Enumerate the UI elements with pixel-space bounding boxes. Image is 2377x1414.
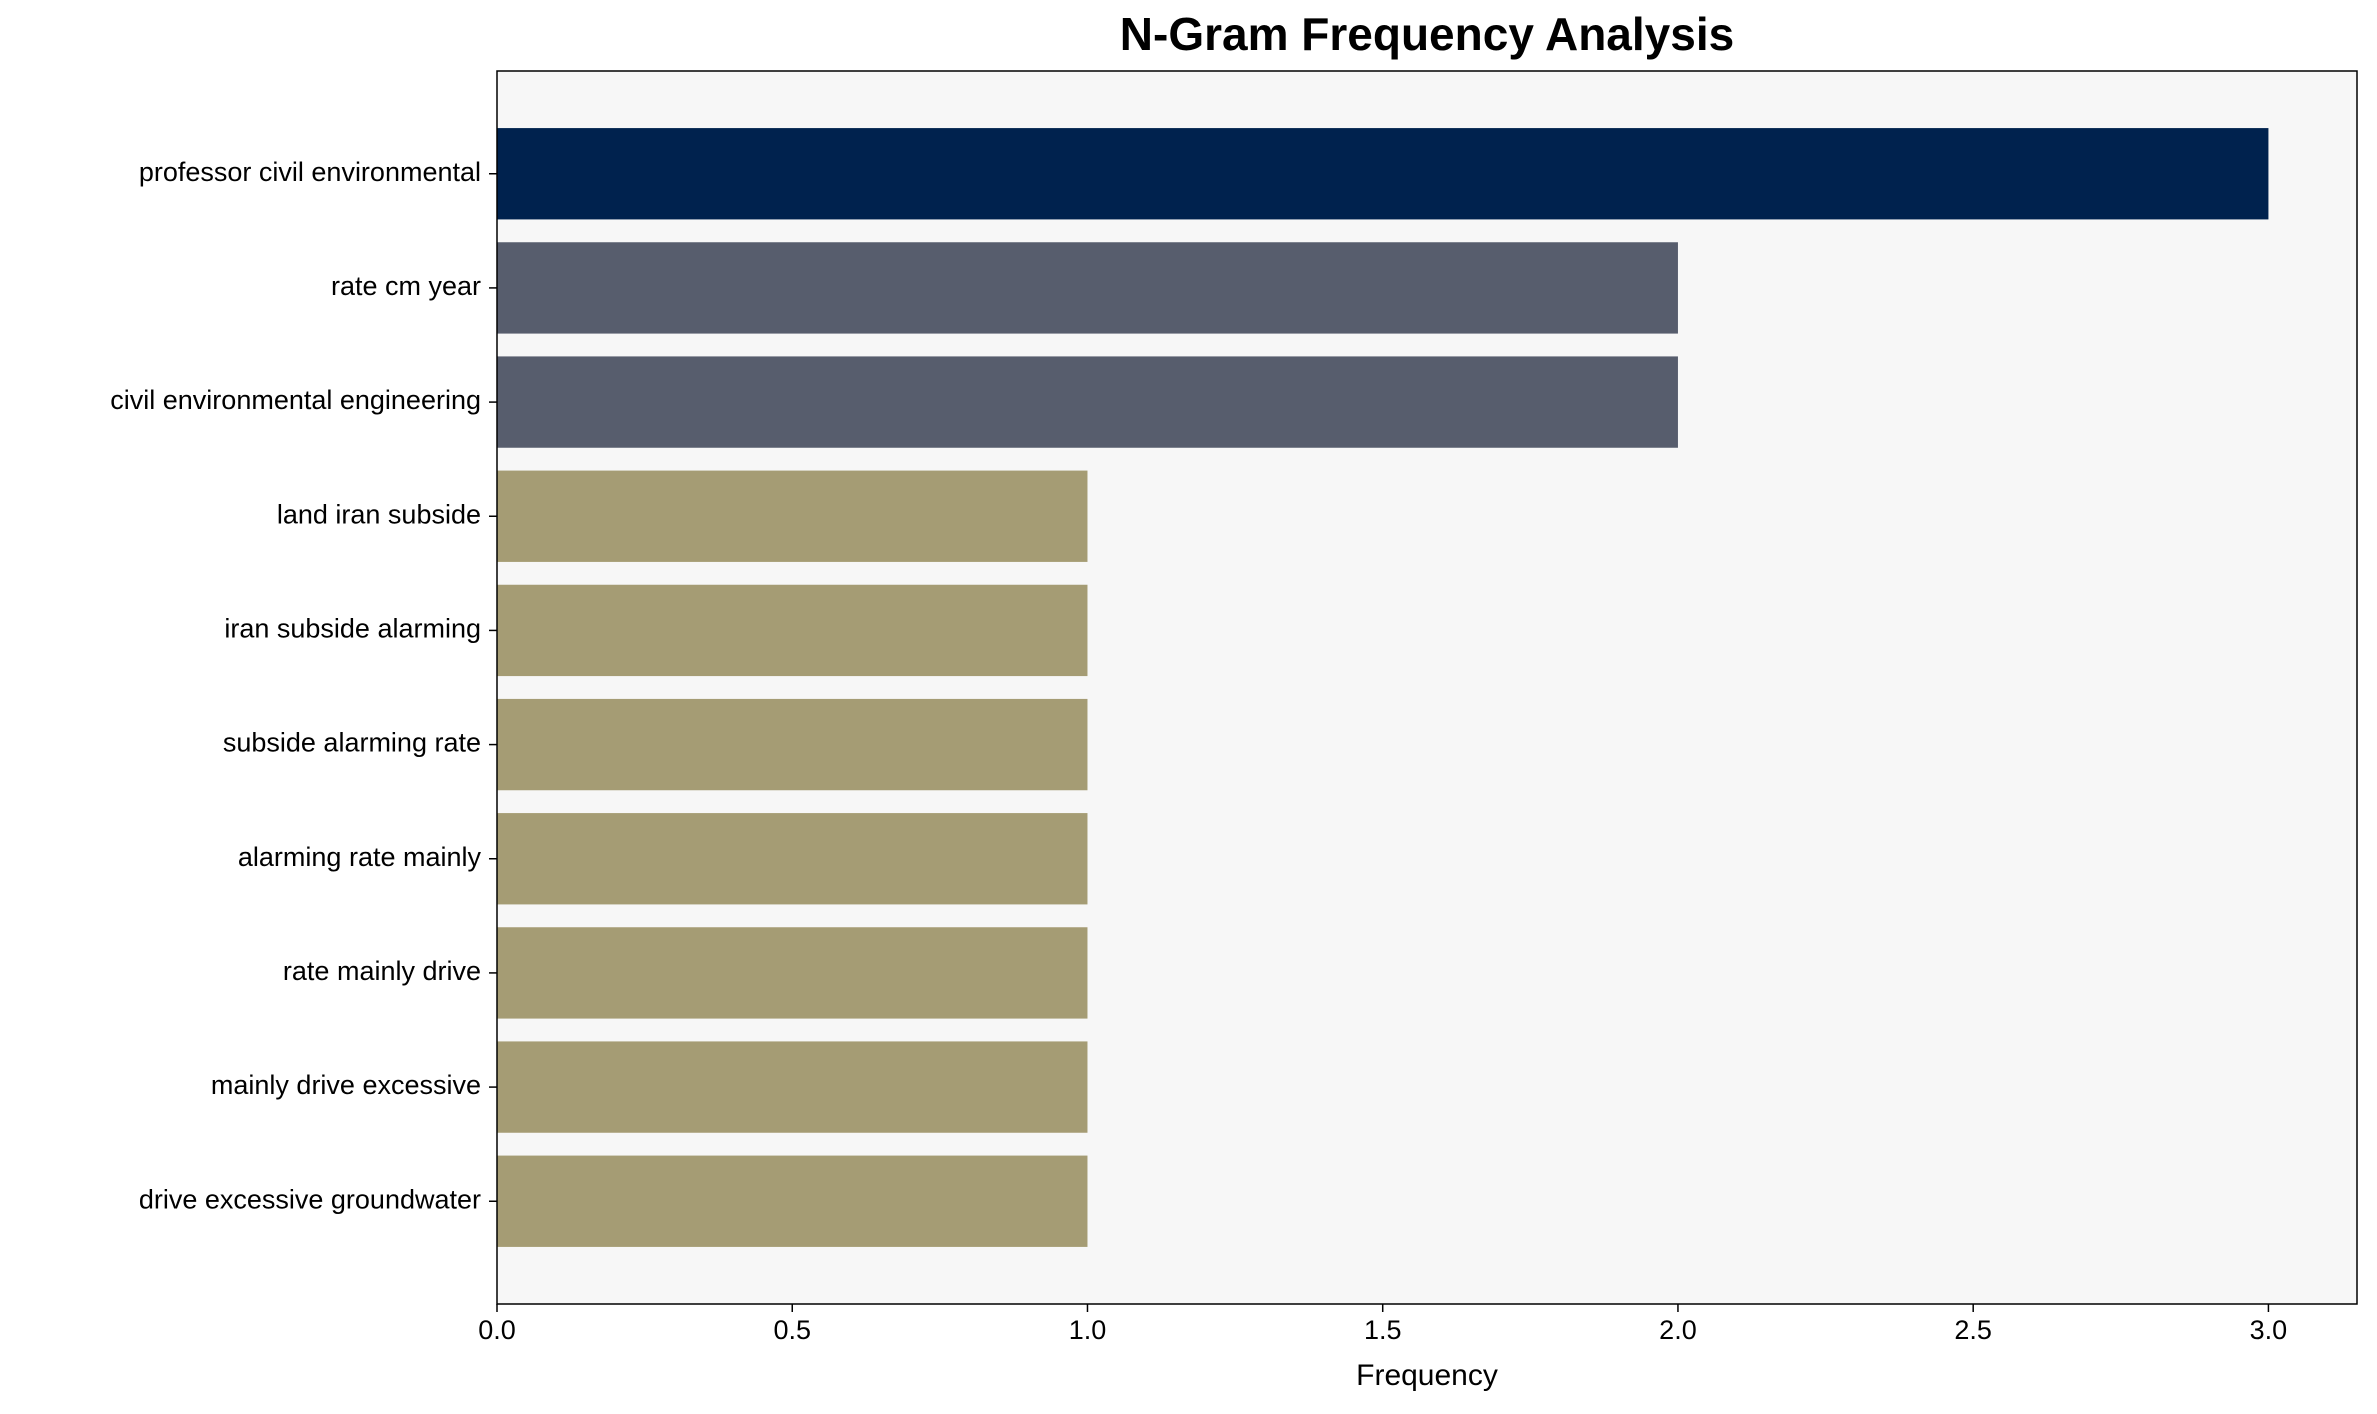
bar [497, 927, 1088, 1019]
y-tick-label: land iran subside [277, 499, 481, 529]
y-tick-label: civil environmental engineering [110, 385, 481, 415]
y-tick-label: professor civil environmental [139, 157, 481, 187]
y-tick-label: rate cm year [331, 271, 481, 301]
x-tick-label: 0.5 [773, 1315, 811, 1345]
x-tick-label: 1.5 [1364, 1315, 1402, 1345]
bar [497, 584, 1088, 677]
x-tick-label: 2.0 [1659, 1315, 1697, 1345]
bar [497, 128, 2269, 220]
bar [497, 356, 1678, 448]
y-tick-label: iran subside alarming [224, 614, 481, 644]
y-tick-label: alarming rate mainly [238, 842, 482, 872]
y-tick-label: rate mainly drive [283, 956, 481, 986]
bar [497, 470, 1088, 562]
bar [497, 1041, 1088, 1133]
y-tick-label: drive excessive groundwater [139, 1184, 481, 1214]
bar [497, 698, 1088, 791]
bar [497, 242, 1678, 334]
plot-frame [496, 70, 2358, 1305]
bar [497, 1155, 1088, 1247]
bar [497, 813, 1088, 905]
x-axis-label: Frequency [1356, 1359, 1498, 1392]
x-tick-label: 0.0 [478, 1315, 516, 1345]
x-tick-label: 3.0 [2250, 1315, 2288, 1345]
y-tick-label: mainly drive excessive [211, 1070, 481, 1100]
chart-title: N-Gram Frequency Analysis [1120, 8, 1734, 60]
x-tick-label: 1.0 [1069, 1315, 1107, 1345]
x-tick-label: 2.5 [1954, 1315, 1992, 1345]
y-tick-label: subside alarming rate [223, 728, 481, 758]
